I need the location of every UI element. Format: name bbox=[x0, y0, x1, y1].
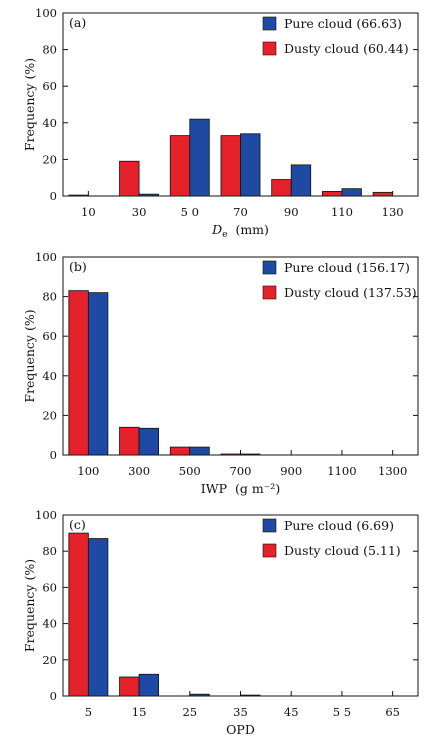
bar-dusty bbox=[119, 676, 140, 697]
x-axis-label-main: D bbox=[211, 222, 222, 237]
x-tick-label: 500 bbox=[179, 464, 201, 478]
y-tick-label: 80 bbox=[42, 290, 57, 304]
y-tick-label: 60 bbox=[42, 329, 57, 343]
bar-pure bbox=[138, 673, 159, 697]
legend-swatch-pure bbox=[262, 260, 277, 275]
legend-swatch-pure bbox=[262, 518, 277, 533]
x-axis-label: IWP (g m⁻²) bbox=[201, 481, 280, 496]
x-tick-label: 100 bbox=[77, 464, 99, 478]
panel-b: 0 20 40 60 80 100 100 300 500 700 900 1100 1300 (b) Pu… bbox=[22, 250, 419, 496]
bar-dusty bbox=[372, 191, 394, 197]
legend-label: Pure cloud (156.17) bbox=[284, 260, 410, 275]
y-tick-label: 20 bbox=[42, 653, 57, 667]
x-axis-label-main: OPD bbox=[226, 722, 255, 737]
x-axis-label-main: IWP bbox=[201, 481, 227, 496]
legend-label: Pure cloud (66.63) bbox=[284, 16, 402, 31]
legend-swatch-dusty bbox=[262, 543, 277, 558]
x-tick-label: 5 bbox=[85, 705, 92, 719]
panel-label: (c) bbox=[69, 517, 86, 532]
bar-pure bbox=[240, 453, 261, 456]
x-tick-label: 45 bbox=[284, 705, 299, 719]
panel-label: (b) bbox=[69, 259, 87, 274]
x-tick-label: 10 bbox=[81, 205, 96, 219]
y-tick-label: 0 bbox=[50, 689, 57, 703]
y-tick-label: 100 bbox=[35, 250, 57, 264]
y-tick-label: 60 bbox=[42, 79, 57, 93]
y-tick-label: 40 bbox=[42, 116, 57, 130]
x-tick-label: 30 bbox=[132, 205, 147, 219]
x-tick-label: 25 bbox=[182, 705, 197, 719]
x-tick-label: 900 bbox=[280, 464, 302, 478]
x-tick-label: 130 bbox=[382, 205, 404, 219]
x-tick-label: 110 bbox=[331, 205, 353, 219]
x-tick-label: 35 bbox=[233, 705, 248, 719]
bar-pure bbox=[138, 193, 159, 197]
bar-dusty bbox=[220, 135, 241, 197]
bar-pure bbox=[189, 693, 210, 697]
bar-dusty bbox=[322, 191, 343, 197]
y-tick-label: 100 bbox=[35, 6, 57, 20]
y-tick-label: 60 bbox=[42, 580, 57, 594]
x-tick-label: 90 bbox=[284, 205, 299, 219]
x-axis-label-sub: e bbox=[222, 230, 227, 240]
bar-pure bbox=[290, 164, 312, 197]
bar-dusty bbox=[271, 179, 292, 197]
legend-label: Pure cloud (6.69) bbox=[284, 518, 394, 533]
y-tick-label: 0 bbox=[50, 448, 57, 462]
bar-pure bbox=[189, 446, 210, 456]
x-axis-label-units: (g m⁻²) bbox=[235, 481, 280, 496]
bar-pure bbox=[240, 133, 261, 197]
bar-dusty bbox=[169, 446, 191, 456]
y-axis-label: Frequency (%) bbox=[22, 559, 37, 652]
bar-dusty bbox=[119, 426, 140, 456]
x-tick-label: 5 5 bbox=[333, 705, 351, 719]
y-tick-label: 40 bbox=[42, 369, 57, 383]
x-tick-label: 300 bbox=[128, 464, 150, 478]
bar-dusty bbox=[68, 532, 89, 697]
y-tick-label: 0 bbox=[50, 189, 57, 203]
y-tick-label: 100 bbox=[35, 508, 57, 522]
y-tick-label: 20 bbox=[42, 408, 57, 422]
x-axis-label: De (mm) bbox=[211, 222, 269, 240]
y-tick-label: 20 bbox=[42, 152, 57, 166]
legend-label: Dusty cloud (137.53) bbox=[284, 285, 417, 300]
x-tick-label: 5 0 bbox=[181, 205, 199, 219]
bar-pure bbox=[87, 292, 109, 456]
bar-pure bbox=[341, 188, 362, 197]
y-axis-label: Frequency (%) bbox=[22, 309, 37, 402]
legend-label: Dusty cloud (5.11) bbox=[284, 543, 401, 558]
x-tick-label: 70 bbox=[233, 205, 248, 219]
panel-label: (a) bbox=[69, 15, 86, 30]
x-tick-label: 65 bbox=[385, 705, 400, 719]
bar-dusty bbox=[68, 194, 89, 197]
x-axis-label: OPD bbox=[226, 722, 255, 737]
bar-dusty bbox=[220, 453, 241, 456]
x-tick-label: 15 bbox=[132, 705, 147, 719]
bar-pure bbox=[240, 694, 261, 697]
x-tick-label: 1300 bbox=[378, 464, 407, 478]
y-tick-label: 40 bbox=[42, 617, 57, 631]
y-tick-label: 80 bbox=[42, 544, 57, 558]
bar-pure bbox=[138, 427, 159, 456]
legend-swatch-dusty bbox=[262, 41, 277, 56]
y-axis-label: Frequency (%) bbox=[22, 58, 37, 151]
x-tick-label: 700 bbox=[230, 464, 252, 478]
legend-swatch-dusty bbox=[262, 285, 277, 300]
panel-a: 0 20 40 60 80 100 10 30 5 0 70 90 110 130 (a) Pure clo… bbox=[22, 6, 419, 240]
legend-swatch-pure bbox=[262, 16, 277, 31]
legend-label: Dusty cloud (60.44) bbox=[284, 41, 409, 56]
bar-dusty bbox=[68, 290, 89, 456]
y-tick-label: 80 bbox=[42, 43, 57, 57]
bar-dusty bbox=[169, 135, 191, 197]
bar-dusty bbox=[119, 160, 140, 197]
x-axis-label-units: (mm) bbox=[235, 222, 268, 237]
bar-pure bbox=[189, 118, 210, 197]
bar-pure bbox=[87, 538, 109, 697]
x-tick-label: 1100 bbox=[327, 464, 356, 478]
